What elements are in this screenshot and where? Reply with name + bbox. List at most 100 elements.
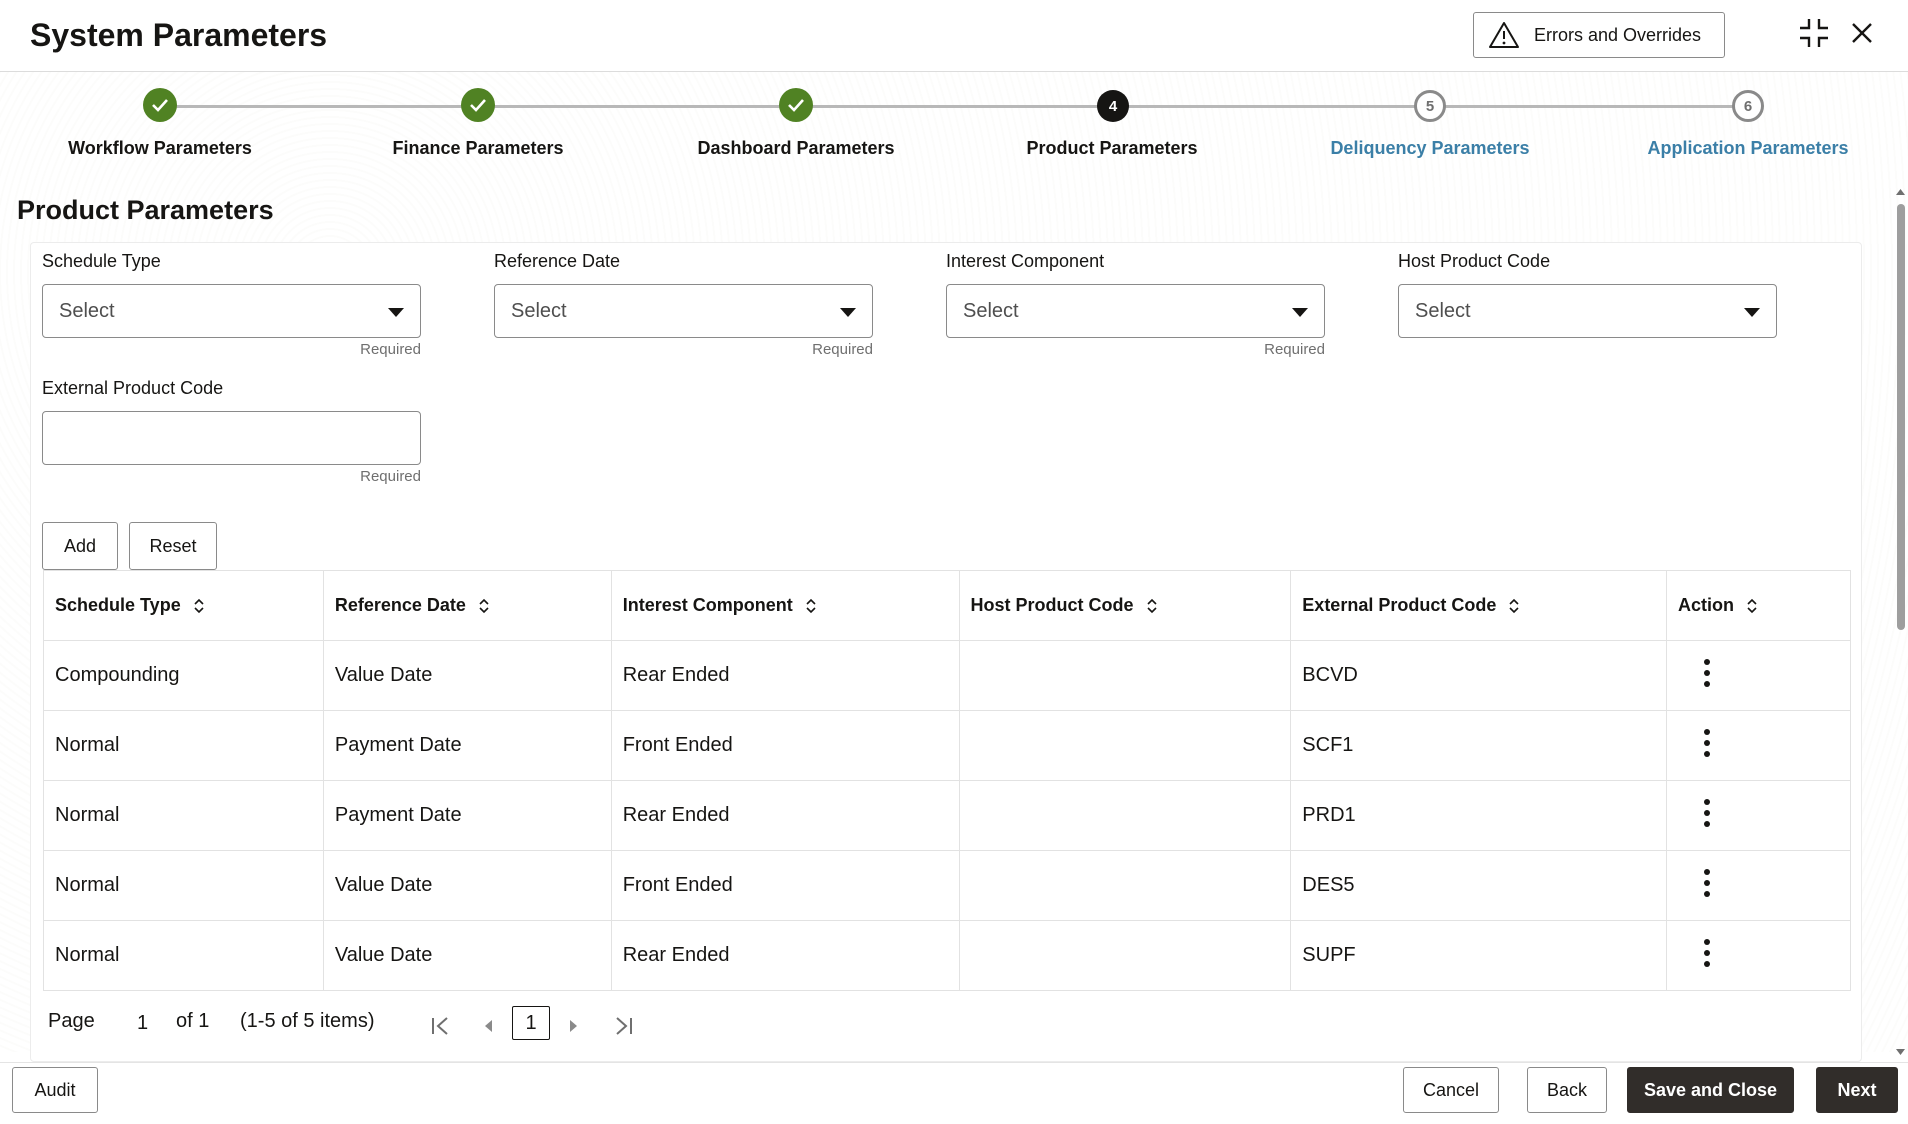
step-finance-check[interactable] <box>461 88 495 122</box>
step-label-dashboard[interactable]: Dashboard Parameters <box>697 138 895 158</box>
interest-component-label: Interest Component <box>946 251 1105 271</box>
cell-reference-date: Value Date <box>322 640 612 711</box>
interest-component-required: Required <box>1264 341 1325 358</box>
column-header-label: Host Product Code <box>970 595 1134 615</box>
sort-icon[interactable] <box>805 598 817 614</box>
step-label-workflow[interactable]: Workflow Parameters <box>68 138 252 158</box>
column-header-host-product-code[interactable]: Host Product Code <box>958 570 1292 641</box>
step-label-product[interactable]: Product Parameters <box>1026 138 1198 158</box>
external-product-code-input[interactable] <box>42 411 421 465</box>
current-page-button[interactable]: 1 <box>512 1006 550 1040</box>
cell-external-product-code: BCVD <box>1290 640 1668 711</box>
table-row[interactable]: Normal Payment Date Rear Ended PRD1 <box>43 780 1851 851</box>
pagination-page-input[interactable]: 1 <box>137 1012 149 1034</box>
chevron-down-icon <box>1744 308 1760 317</box>
more-actions-icon[interactable] <box>1704 658 1711 687</box>
more-actions-icon[interactable] <box>1704 938 1711 967</box>
table-row[interactable]: Normal Value Date Rear Ended SUPF <box>43 920 1851 991</box>
cell-external-product-code: DES5 <box>1290 850 1668 921</box>
cell-schedule-type: Compounding <box>43 640 324 711</box>
schedule-type-required: Required <box>360 341 421 358</box>
more-actions-icon[interactable] <box>1704 728 1711 757</box>
step-dashboard-check[interactable] <box>779 88 813 122</box>
checkmark-icon <box>470 99 486 112</box>
more-actions-icon[interactable] <box>1704 798 1711 827</box>
schedule-type-label: Schedule Type <box>42 251 161 271</box>
cell-schedule-type: Normal <box>43 920 324 991</box>
schedule-type-value: Select <box>59 299 115 322</box>
next-button[interactable]: Next <box>1816 1067 1898 1113</box>
scrollbar-thumb[interactable] <box>1897 204 1905 630</box>
table-row[interactable]: Normal Value Date Front Ended DES5 <box>43 850 1851 921</box>
interest-component-select[interactable]: Select <box>946 284 1325 338</box>
column-header-label: Reference Date <box>334 595 466 615</box>
sort-icon[interactable] <box>478 598 490 614</box>
reference-date-select[interactable]: Select <box>494 284 873 338</box>
more-actions-icon[interactable] <box>1704 868 1711 897</box>
cancel-button[interactable]: Cancel <box>1403 1067 1499 1113</box>
scrollbar[interactable] <box>1893 186 1908 1056</box>
cell-interest-component: Rear Ended <box>610 780 960 851</box>
cell-action <box>1666 850 1851 921</box>
audit-button[interactable]: Audit <box>12 1067 98 1113</box>
first-page-icon[interactable] <box>430 1016 452 1036</box>
errors-and-overrides-label: Errors and Overrides <box>1534 24 1702 45</box>
column-header-label: Schedule Type <box>55 595 181 615</box>
schedule-type-select[interactable]: Select <box>42 284 421 338</box>
cell-interest-component: Front Ended <box>610 710 960 781</box>
add-button[interactable]: Add <box>42 522 118 570</box>
column-header-label: Action <box>1678 595 1735 615</box>
step-workflow-check[interactable] <box>143 88 177 122</box>
step-deliquency-number[interactable]: 5 <box>1414 90 1446 122</box>
back-button[interactable]: Back <box>1527 1067 1607 1113</box>
cell-schedule-type: Normal <box>43 850 324 921</box>
minimize-icon[interactable] <box>1797 16 1831 50</box>
scroll-up-icon <box>1896 189 1905 195</box>
sort-icon[interactable] <box>1746 598 1758 614</box>
host-product-code-value: Select <box>1415 299 1471 322</box>
save-and-close-button[interactable]: Save and Close <box>1627 1067 1794 1113</box>
next-page-icon[interactable] <box>568 1018 580 1034</box>
step-label-finance[interactable]: Finance Parameters <box>392 138 564 158</box>
external-product-code-required: Required <box>360 468 421 485</box>
cell-action <box>1666 920 1851 991</box>
cell-interest-component: Rear Ended <box>610 920 960 991</box>
cell-action <box>1666 780 1851 851</box>
pagination-of-label: of 1 <box>176 1010 210 1032</box>
reset-button[interactable]: Reset <box>129 522 217 570</box>
cell-schedule-type: Normal <box>43 710 324 781</box>
step-application-number[interactable]: 6 <box>1732 90 1764 122</box>
product-parameters-table: Schedule Type Reference Date Interest Co… <box>43 570 1851 991</box>
column-header-schedule-type[interactable]: Schedule Type <box>43 570 324 641</box>
warning-icon <box>1489 22 1519 48</box>
host-product-code-label: Host Product Code <box>1398 251 1551 271</box>
step-label-application[interactable]: Application Parameters <box>1647 138 1849 158</box>
checkmark-icon <box>152 99 168 112</box>
table-row[interactable]: Compounding Value Date Rear Ended BCVD <box>43 640 1851 711</box>
column-header-interest-component[interactable]: Interest Component <box>610 570 960 641</box>
previous-page-icon[interactable] <box>482 1018 494 1034</box>
cell-external-product-code: SUPF <box>1290 920 1668 991</box>
cell-action <box>1666 710 1851 781</box>
sort-icon[interactable] <box>1146 598 1158 614</box>
sort-icon[interactable] <box>1508 598 1520 614</box>
errors-and-overrides-button[interactable]: Errors and Overrides <box>1473 12 1725 58</box>
reference-date-label: Reference Date <box>494 251 621 271</box>
step-product-number[interactable]: 4 <box>1097 90 1129 122</box>
cell-external-product-code: PRD1 <box>1290 780 1668 851</box>
close-icon[interactable] <box>1845 16 1879 50</box>
cell-host-product-code <box>958 850 1292 921</box>
column-header-action[interactable]: Action <box>1666 570 1851 641</box>
column-header-reference-date[interactable]: Reference Date <box>322 570 612 641</box>
cell-interest-component: Front Ended <box>610 850 960 921</box>
sort-icon[interactable] <box>193 598 205 614</box>
dialog-header: System Parameters Errors and Overrides <box>0 0 1908 72</box>
column-header-external-product-code[interactable]: External Product Code <box>1290 570 1668 641</box>
interest-component-value: Select <box>963 299 1019 322</box>
last-page-icon[interactable] <box>612 1016 634 1036</box>
chevron-down-icon <box>1292 308 1308 317</box>
step-label-deliquency[interactable]: Deliquency Parameters <box>1330 138 1530 158</box>
table-row[interactable]: Normal Payment Date Front Ended SCF1 <box>43 710 1851 781</box>
table-header-row: Schedule Type Reference Date Interest Co… <box>43 570 1851 641</box>
host-product-code-select[interactable]: Select <box>1398 284 1777 338</box>
